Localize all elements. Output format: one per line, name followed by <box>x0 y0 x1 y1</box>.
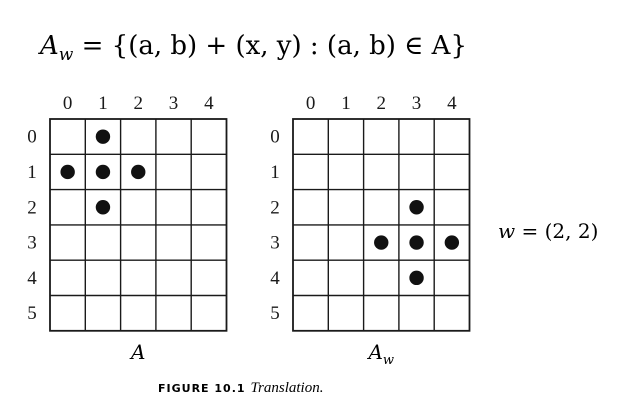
caption-head: FIGURE 10.1 <box>158 382 246 395</box>
row-label: 0 <box>27 127 37 148</box>
formula-rhs: = {(a, b) + (x, y) : (a, b) ∈ A} <box>73 31 467 61</box>
set-point <box>409 235 424 250</box>
set-point <box>444 235 460 250</box>
row-label: 2 <box>270 197 280 218</box>
row-label: 3 <box>270 233 280 254</box>
col-label: 4 <box>204 93 214 114</box>
set-point <box>374 235 389 250</box>
grid-aw: 0 1 2 3 4 0 1 2 3 4 5 Aw <box>270 93 471 368</box>
grid-label: Aw <box>366 340 394 368</box>
col-label: 2 <box>377 93 387 114</box>
row-label: 1 <box>270 162 280 183</box>
col-label: 3 <box>412 93 422 114</box>
col-label: 4 <box>447 93 457 114</box>
col-label: 1 <box>341 93 351 114</box>
grid-label-subscript: w <box>383 353 394 368</box>
row-label: 1 <box>27 162 37 183</box>
set-point <box>409 270 424 286</box>
row-label: 3 <box>27 233 37 254</box>
col-label: 0 <box>306 93 316 114</box>
grid-label-main: A <box>129 340 145 364</box>
set-point <box>95 129 111 144</box>
translation-vector-label: w = (2, 2) <box>498 219 598 243</box>
grid-label-main: A <box>366 340 382 364</box>
col-label: 0 <box>63 93 73 114</box>
row-label: 5 <box>270 303 280 324</box>
vector-value: = (2, 2) <box>515 219 598 243</box>
row-label: 5 <box>27 303 37 324</box>
set-point <box>60 164 75 180</box>
set-point <box>131 164 146 180</box>
set-point <box>409 200 424 215</box>
row-label: 4 <box>27 268 37 289</box>
set-point <box>95 164 111 180</box>
formula-lhs: A <box>38 31 59 61</box>
col-label: 1 <box>98 93 108 114</box>
vector-variable: w <box>498 219 515 243</box>
figure-caption: FIGURE 10.1 Translation. <box>158 380 323 396</box>
row-label: 4 <box>270 268 280 289</box>
formula-lhs-subscript: w <box>59 45 74 65</box>
caption-text: Translation. <box>251 380 324 396</box>
row-label: 0 <box>270 127 280 148</box>
grid-a: 0 1 2 3 4 0 1 2 3 4 5 A <box>27 93 228 364</box>
formula: Aw = {(a, b) + (x, y) : (a, b) ∈ A} <box>38 31 467 65</box>
set-point <box>95 200 111 215</box>
col-label: 3 <box>169 93 179 114</box>
col-label: 2 <box>134 93 144 114</box>
row-label: 2 <box>27 197 37 218</box>
grid-label: A <box>129 340 145 364</box>
